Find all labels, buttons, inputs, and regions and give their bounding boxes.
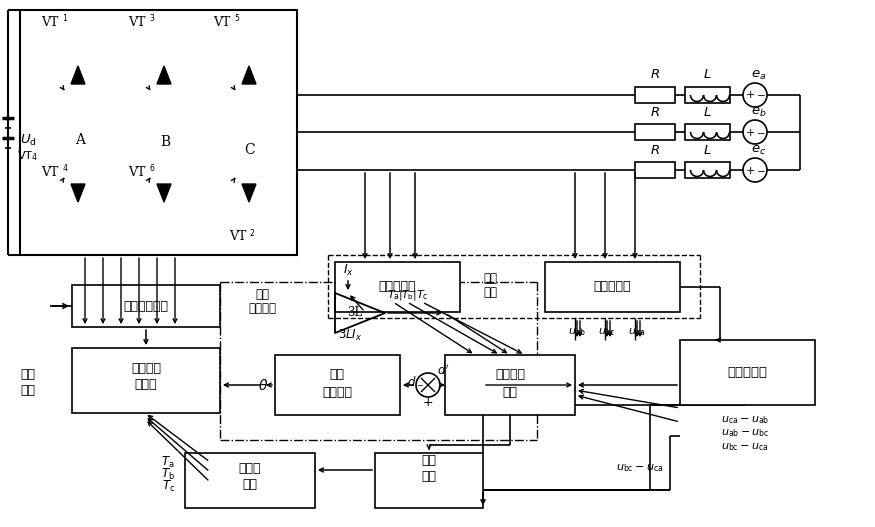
Text: $+$: $+$ xyxy=(745,90,755,101)
Text: 线电压做差: 线电压做差 xyxy=(727,366,767,378)
Polygon shape xyxy=(71,184,85,202)
Text: $d_-$: $d_-$ xyxy=(408,374,424,386)
Text: 补偿后的: 补偿后的 xyxy=(131,362,161,375)
Bar xyxy=(72,285,220,327)
Text: VT: VT xyxy=(214,15,231,28)
Text: VT: VT xyxy=(41,15,59,28)
Text: $U_{\mathrm{d}}$: $U_{\mathrm{d}}$ xyxy=(19,132,37,148)
Text: $\mathrm{VT}_4$: $\mathrm{VT}_4$ xyxy=(18,149,38,163)
Text: 采样: 采样 xyxy=(483,271,497,285)
Text: $T_{\rm c}$: $T_{\rm c}$ xyxy=(162,479,175,494)
Text: $d'$: $d'$ xyxy=(437,364,449,378)
Text: $_6$: $_6$ xyxy=(149,163,155,175)
Text: VT: VT xyxy=(129,15,145,28)
Polygon shape xyxy=(242,184,256,202)
Text: $L$: $L$ xyxy=(703,105,711,119)
Bar xyxy=(635,124,675,140)
Text: A: A xyxy=(75,133,85,147)
Text: 校正系统: 校正系统 xyxy=(248,301,276,315)
Text: 换相: 换相 xyxy=(330,368,345,382)
Text: 电路: 电路 xyxy=(483,286,497,298)
Polygon shape xyxy=(157,66,171,84)
Text: $u_{\rm bc}-u_{\rm ca}$: $u_{\rm bc}-u_{\rm ca}$ xyxy=(616,462,664,474)
Text: $T_{\rm c}$: $T_{\rm c}$ xyxy=(416,288,428,302)
Text: 相电流采样: 相电流采样 xyxy=(378,280,416,294)
Text: $R$: $R$ xyxy=(650,143,660,157)
Bar xyxy=(335,262,460,312)
Text: $T_{\rm a}$: $T_{\rm a}$ xyxy=(387,288,400,302)
Text: $I_x$: $I_x$ xyxy=(342,262,354,278)
Bar xyxy=(375,453,483,508)
Text: $u_{\rm ca}$: $u_{\rm ca}$ xyxy=(628,326,646,338)
Text: $e_b$: $e_b$ xyxy=(752,105,766,119)
Text: $+$: $+$ xyxy=(745,126,755,138)
Bar xyxy=(635,87,675,103)
Text: 线电压差: 线电压差 xyxy=(495,368,525,382)
Text: $_5$: $_5$ xyxy=(234,13,240,25)
Text: 滤波: 滤波 xyxy=(422,471,437,483)
Bar xyxy=(20,10,297,255)
Text: $u_{\rm ab}-u_{\rm bc}$: $u_{\rm ab}-u_{\rm bc}$ xyxy=(721,427,769,439)
Text: $-$: $-$ xyxy=(756,128,766,136)
Bar xyxy=(545,262,680,312)
Bar xyxy=(685,124,730,140)
Text: VT: VT xyxy=(41,165,59,179)
Text: $_1$: $_1$ xyxy=(62,13,68,25)
Text: 开关逻辑信号: 开关逻辑信号 xyxy=(123,299,169,313)
Text: $R$: $R$ xyxy=(650,69,660,82)
Text: 换相: 换相 xyxy=(255,288,269,301)
Polygon shape xyxy=(242,66,256,84)
Text: $+$: $+$ xyxy=(423,396,434,409)
Bar xyxy=(445,355,575,415)
Text: 低通: 低通 xyxy=(422,454,437,467)
Text: 3L: 3L xyxy=(347,307,362,319)
Bar xyxy=(275,355,400,415)
Text: $R$: $R$ xyxy=(650,105,660,119)
Text: C: C xyxy=(245,143,256,157)
Text: $L$: $L$ xyxy=(703,143,711,157)
Text: $u_{\rm bc}-u_{\rm ca}$: $u_{\rm bc}-u_{\rm ca}$ xyxy=(721,441,769,453)
Bar xyxy=(685,87,730,103)
Bar xyxy=(680,340,815,405)
Text: 换相点: 换相点 xyxy=(135,378,158,392)
Text: 线电压采样: 线电压采样 xyxy=(593,280,631,294)
Text: $u_{\rm bc}$: $u_{\rm bc}$ xyxy=(598,326,616,338)
Text: 误差计算: 误差计算 xyxy=(322,385,352,398)
Text: $3LI_x$: $3LI_x$ xyxy=(338,327,362,343)
Bar xyxy=(185,453,315,508)
Text: $e_c$: $e_c$ xyxy=(752,143,766,157)
Text: 过零点: 过零点 xyxy=(239,462,262,474)
Text: 其他: 其他 xyxy=(20,368,36,382)
Text: 信号: 信号 xyxy=(20,384,36,396)
Text: $e_a$: $e_a$ xyxy=(752,69,766,82)
Text: VT: VT xyxy=(229,230,247,243)
Text: $|T_{\rm b}|$: $|T_{\rm b}|$ xyxy=(397,288,416,302)
Text: 积分: 积分 xyxy=(502,385,517,398)
Text: $_2$: $_2$ xyxy=(248,228,255,240)
Text: B: B xyxy=(160,135,170,149)
Text: $u_{\rm ab}$: $u_{\rm ab}$ xyxy=(568,326,586,338)
Text: $T_{\rm b}$: $T_{\rm b}$ xyxy=(161,466,175,482)
Text: VT: VT xyxy=(129,165,145,179)
Bar xyxy=(635,162,675,178)
Polygon shape xyxy=(71,66,85,84)
Text: $\theta$: $\theta$ xyxy=(258,377,268,393)
Text: $_4$: $_4$ xyxy=(61,163,68,175)
Bar xyxy=(685,162,730,178)
Polygon shape xyxy=(157,184,171,202)
Text: $-$: $-$ xyxy=(756,91,766,100)
Text: $T_{\rm a}$: $T_{\rm a}$ xyxy=(161,454,175,470)
Text: $L$: $L$ xyxy=(703,69,711,82)
Text: $_3$: $_3$ xyxy=(149,13,155,25)
Text: $+$: $+$ xyxy=(745,164,755,175)
Text: $u_{\rm ca}-u_{\rm ab}$: $u_{\rm ca}-u_{\rm ab}$ xyxy=(721,414,769,426)
Bar xyxy=(72,348,220,413)
Text: 信号: 信号 xyxy=(242,477,257,491)
Text: $-$: $-$ xyxy=(756,165,766,174)
